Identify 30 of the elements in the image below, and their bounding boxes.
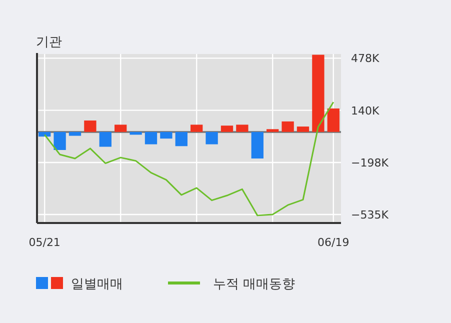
bar [84,120,96,132]
line-series [44,101,334,216]
legend-label: 일별매매 [71,277,123,292]
bar [236,124,248,132]
bar [160,132,172,139]
y-tick-label: −535K [351,208,390,222]
bar [38,132,51,137]
bar [220,126,234,132]
y-tick-label: 140K [351,104,380,118]
bar [296,126,310,132]
x-tick-label: 06/19 [318,236,350,249]
chart-title: 기관 [36,35,62,50]
bar [54,132,66,150]
bar [282,121,294,132]
bar [327,108,340,132]
bar [206,132,218,144]
bar [312,54,324,132]
bar [266,129,279,132]
bar [175,132,188,146]
x-tick-label: 05/21 [28,236,60,249]
bar [68,132,82,136]
y-tick-label: 478K [351,52,380,66]
bar [99,132,112,147]
bar [114,124,127,132]
bar [130,132,142,135]
bar [190,124,203,132]
y-tick-label: −198K [351,156,390,170]
bar [144,132,158,144]
bar [251,132,264,158]
legend-label: 누적 매매동향 [213,277,296,292]
